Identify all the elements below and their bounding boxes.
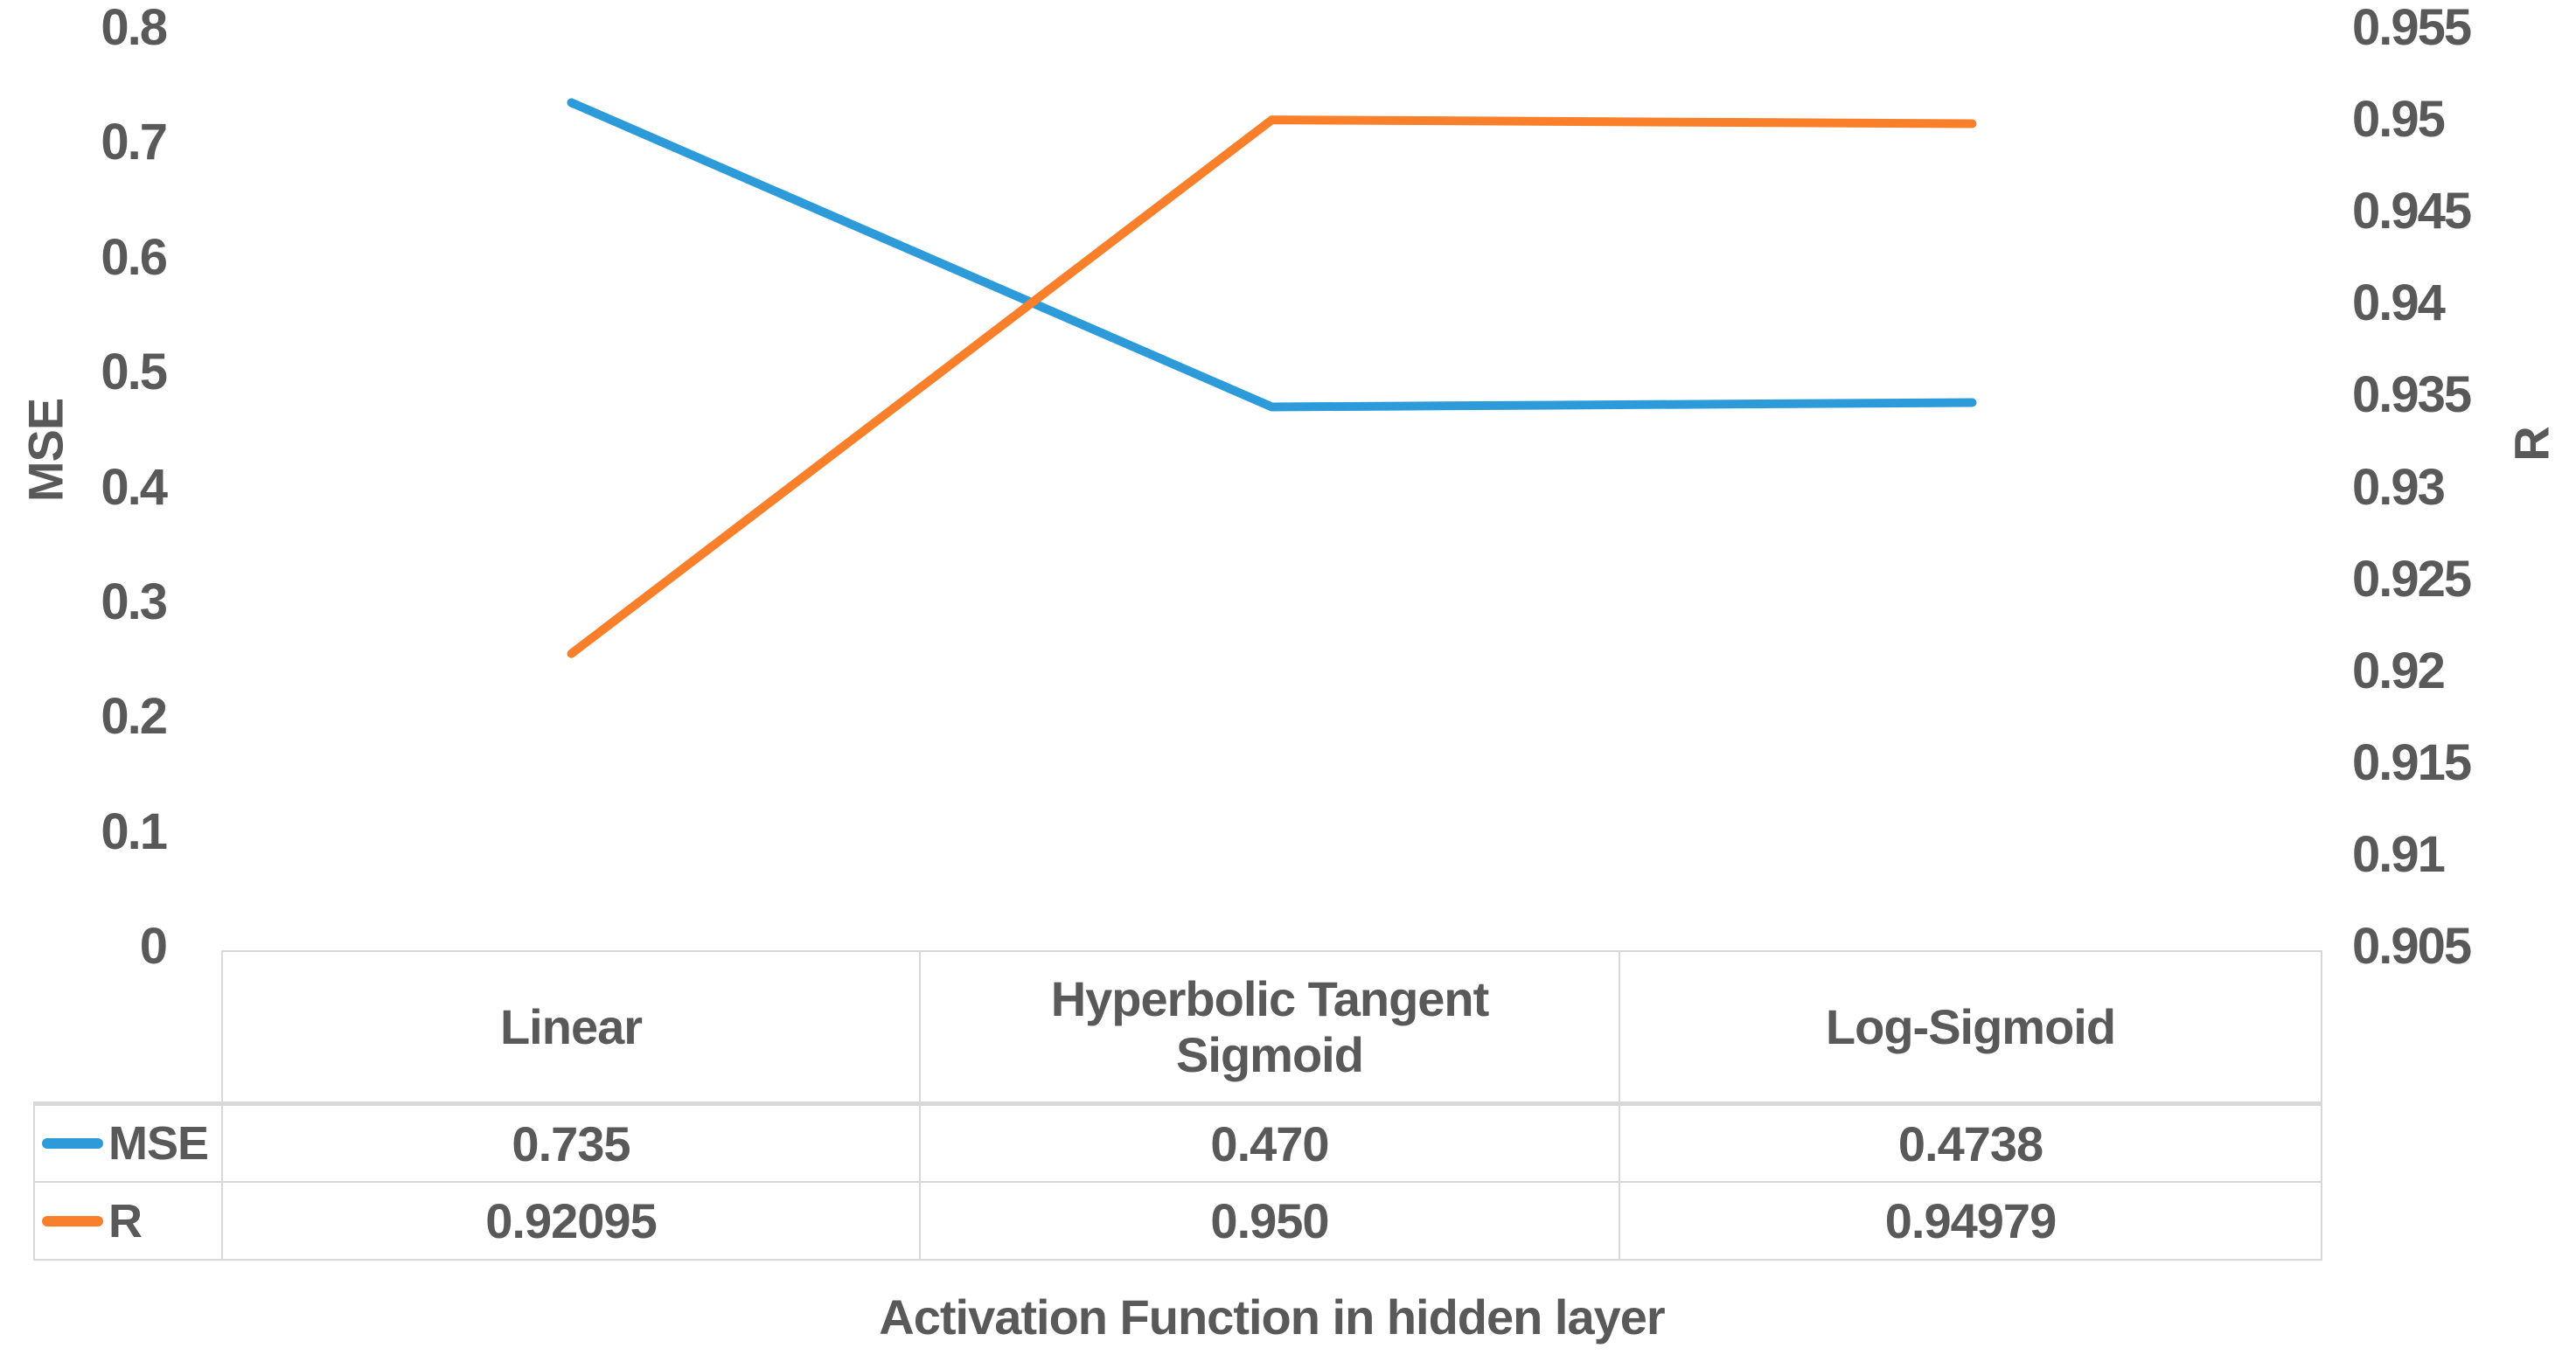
left-tick: 0.8 — [101, 0, 168, 56]
left-axis: 0.8 0.7 0.6 0.5 0.4 0.3 0.2 0.1 0 — [0, 0, 168, 1049]
legend-label-r: R — [108, 1194, 143, 1247]
right-tick: 0.93 — [2352, 459, 2446, 516]
right-axis-title: R — [2503, 427, 2559, 462]
right-axis: 0.955 0.95 0.945 0.94 0.935 0.93 0.925 0… — [2352, 0, 2571, 1049]
table-cell-r-log-sigmoid: 0.94979 — [1620, 1183, 2322, 1261]
r-line — [567, 115, 1977, 658]
table-cell-mse-hyperbolic: 0.470 — [921, 1106, 1620, 1183]
table-cell-mse-log-sigmoid: 0.4738 — [1620, 1106, 2322, 1183]
table-cell-r-hyperbolic: 0.950 — [921, 1183, 1620, 1261]
right-tick: 0.935 — [2352, 366, 2472, 423]
right-tick: 0.955 — [2352, 0, 2472, 56]
table-cell-mse-linear: 0.735 — [221, 1106, 921, 1183]
right-tick: 0.915 — [2352, 734, 2472, 791]
right-tick: 0.92 — [2352, 643, 2446, 699]
legend-label-mse: MSE — [108, 1117, 209, 1170]
left-tick: 0.2 — [101, 688, 168, 745]
table-header-hyperbolic-tangent-sigmoid: Hyperbolic Tangent Sigmoid — [921, 950, 1620, 1106]
right-tick: 0.94 — [2352, 274, 2446, 331]
right-tick: 0.905 — [2352, 918, 2472, 975]
mse-line-swatch — [42, 1138, 103, 1149]
r-line-swatch — [42, 1215, 103, 1226]
left-tick: 0.1 — [101, 803, 168, 860]
left-axis-title: MSE — [17, 398, 73, 503]
legend-item-mse: MSE — [33, 1106, 221, 1183]
table-corner-cell — [33, 950, 221, 1106]
left-tick: 0.5 — [101, 344, 168, 400]
left-tick: 0 — [139, 918, 168, 975]
left-tick: 0.6 — [101, 229, 168, 286]
table-cell-r-linear: 0.92095 — [221, 1183, 921, 1261]
right-tick: 0.925 — [2352, 551, 2472, 608]
left-tick: 0.7 — [101, 114, 168, 170]
x-axis-title: Activation Function in hidden layer — [879, 1289, 1665, 1345]
table-header-log-sigmoid: Log-Sigmoid — [1620, 950, 2322, 1106]
legend-item-r: R — [33, 1183, 221, 1261]
right-tick: 0.95 — [2352, 91, 2446, 148]
right-tick: 0.91 — [2352, 826, 2446, 883]
table-header-linear: Linear — [221, 950, 921, 1106]
mse-line — [567, 98, 1977, 412]
left-tick: 0.4 — [101, 459, 168, 516]
right-tick: 0.945 — [2352, 183, 2472, 240]
left-tick: 0.3 — [101, 573, 168, 630]
